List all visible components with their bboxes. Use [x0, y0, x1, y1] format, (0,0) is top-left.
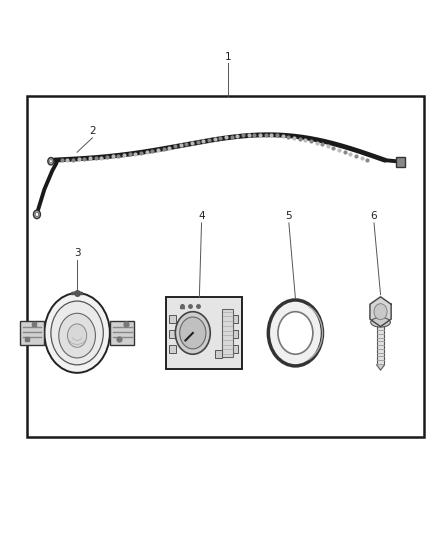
Bar [231, 345, 238, 353]
Circle shape [49, 160, 52, 163]
Circle shape [67, 324, 87, 348]
Circle shape [35, 212, 39, 216]
Text: 4: 4 [198, 211, 205, 221]
Circle shape [51, 301, 103, 365]
Circle shape [59, 313, 95, 358]
Text: 2: 2 [89, 126, 95, 136]
Text: 1: 1 [224, 52, 231, 61]
Bar [231, 330, 238, 338]
Circle shape [268, 300, 322, 366]
Circle shape [278, 312, 313, 354]
Polygon shape [370, 297, 391, 327]
Circle shape [33, 210, 40, 219]
Bar [20, 321, 44, 345]
Bar [169, 345, 176, 353]
Circle shape [48, 158, 54, 165]
Bar [166, 297, 242, 369]
Bar [377, 322, 385, 365]
Bar [215, 350, 223, 359]
Bar [169, 315, 176, 324]
Bar [27, 96, 424, 437]
Text: 3: 3 [74, 248, 81, 258]
Text: 6: 6 [371, 211, 377, 221]
Bar [110, 321, 134, 345]
Text: 5: 5 [286, 211, 292, 221]
Circle shape [180, 317, 206, 349]
Circle shape [175, 312, 210, 354]
Bar [222, 309, 233, 357]
Bar [396, 157, 405, 166]
Ellipse shape [371, 318, 390, 327]
Polygon shape [377, 365, 385, 370]
Circle shape [374, 304, 387, 320]
Circle shape [44, 293, 110, 373]
Bar [231, 315, 238, 324]
Bar [169, 330, 176, 338]
